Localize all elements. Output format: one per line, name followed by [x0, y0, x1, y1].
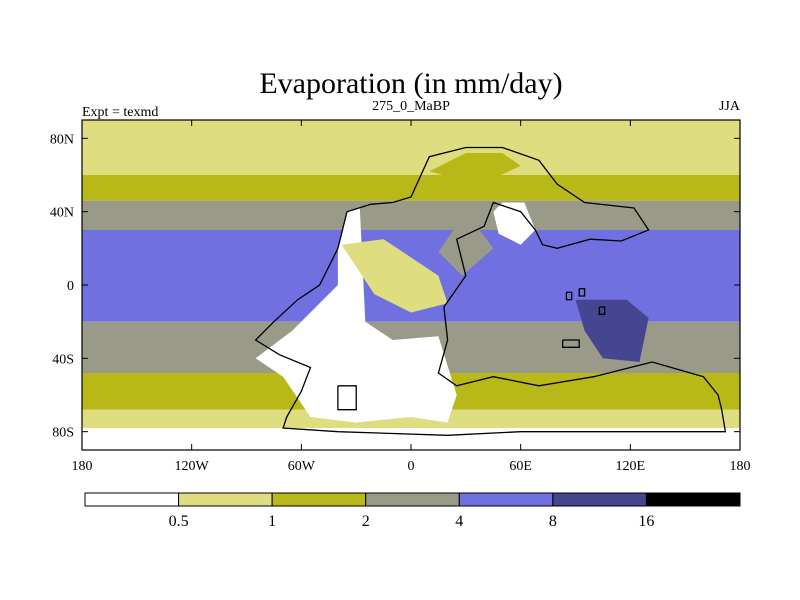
evap-region-asia-interior	[493, 202, 536, 245]
x-tick-label: 120W	[175, 459, 210, 474]
y-tick-label: 40N	[50, 206, 74, 221]
evap-region-tethys-core	[575, 299, 649, 362]
evap-region-sh-polar	[82, 428, 740, 450]
colorbar-label: 0.5	[169, 513, 189, 530]
y-tick-label: 40S	[52, 352, 74, 367]
coastline-island-5	[337, 385, 357, 411]
coastline-layer	[254, 146, 727, 436]
colorbar-label: 4	[455, 513, 463, 530]
y-tick-label: 80S	[52, 426, 74, 441]
colorbar-label: 1	[268, 513, 276, 530]
y-tick-label: 80N	[50, 132, 74, 147]
evap-region-tethys-coast	[438, 211, 494, 276]
colorbar-box	[84, 492, 180, 507]
colorbar-box	[458, 492, 554, 507]
evap-region-sh-subpolar	[82, 409, 740, 428]
colorbar-box	[271, 492, 367, 507]
coastline-pangea	[254, 146, 727, 436]
axis-ticks: 180 120W 60W 0 60E 120E 180 80N 40N 0 40S 80S	[50, 120, 751, 474]
contour-fill-layer	[82, 120, 740, 450]
x-tick-label: 180	[72, 459, 93, 474]
left-string: Expt = texmd	[82, 105, 158, 120]
x-tick-label: 0	[408, 459, 415, 474]
coastline-island-2	[578, 288, 586, 297]
colorbar-box	[178, 492, 273, 507]
evap-region-nh-high-lat	[82, 175, 740, 201]
chart-title: Evaporation (in mm/day)	[259, 67, 562, 100]
center-string: 275_0_MaBP	[372, 99, 450, 114]
evap-region-nh-polar	[82, 120, 740, 175]
evap-region-asian-humid-belt	[429, 153, 521, 179]
evap-region-pangea-arid-fringe	[341, 239, 448, 313]
colorbar-label: 2	[362, 513, 370, 530]
colorbar-label: 16	[638, 513, 654, 530]
coastline-island-4	[562, 339, 580, 348]
coastline-island-3	[598, 306, 606, 315]
evap-region-pangea-interior	[255, 208, 457, 423]
colorbar-box	[552, 492, 647, 507]
evap-region-nh-mid-lat	[82, 200, 740, 230]
colorbar-box	[365, 492, 460, 507]
x-tick-label: 60W	[288, 459, 316, 474]
x-tick-label: 60E	[509, 459, 532, 474]
x-tick-label: 180	[730, 459, 751, 474]
x-tick-label: 120E	[616, 459, 646, 474]
right-string: JJA	[719, 99, 741, 114]
coastline-island-1	[565, 291, 573, 301]
colorbar-box	[645, 492, 741, 507]
colorbar: 0.5 1 2 4 8 16	[84, 492, 741, 530]
colorbar-label: 8	[549, 513, 557, 530]
y-tick-label: 0	[67, 279, 74, 294]
